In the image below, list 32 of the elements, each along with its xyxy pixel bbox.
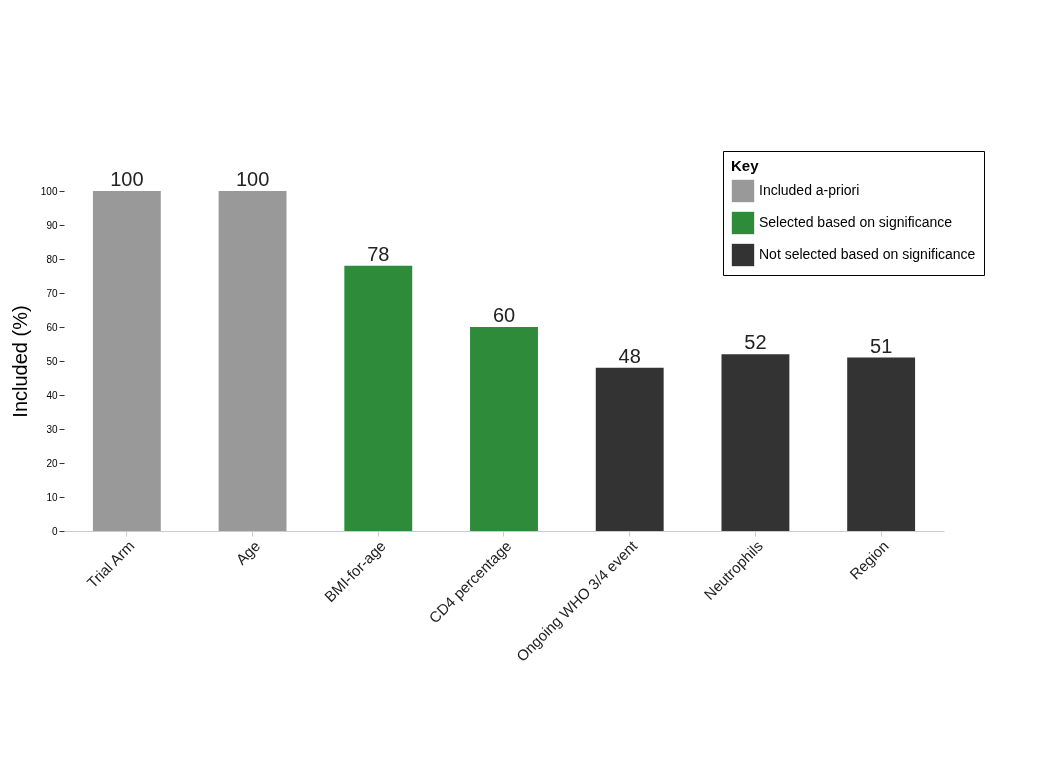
y-tick-label: 40: [46, 389, 58, 401]
y-tick-label: 0: [51, 525, 58, 537]
bar: [344, 265, 413, 531]
y-tick-label: 50: [46, 355, 58, 367]
y-tick-label: 80: [46, 253, 58, 265]
y-tick-label: 20: [46, 457, 58, 469]
bar: [721, 354, 790, 531]
y-tick-label: 30: [46, 423, 58, 435]
legend-label: Not selected based on significance: [759, 246, 976, 262]
bar: [92, 191, 161, 531]
legend-label: Selected based on significance: [759, 214, 953, 230]
y-tick-label: 100: [40, 185, 58, 197]
x-tick-label: Trial Arm: [83, 537, 138, 592]
data-label: 52: [744, 331, 767, 354]
bar: [218, 191, 287, 531]
data-label: 60: [492, 304, 516, 326]
data-label: 48: [618, 344, 641, 367]
data-label: 51: [870, 334, 893, 357]
data-label: 78: [367, 242, 390, 265]
y-tick-label: 90: [46, 219, 58, 231]
data-label: 100: [110, 168, 144, 190]
legend-title: Key: [731, 157, 760, 174]
y-tick-label: 10: [46, 491, 58, 503]
data-label: 100: [235, 168, 270, 190]
bar: [847, 357, 916, 531]
y-tick-label: 60: [46, 321, 58, 333]
bar: [470, 327, 538, 531]
bar: [595, 367, 664, 531]
x-tick-label: Age: [232, 537, 264, 568]
legend-label: Included a-priori: [759, 182, 860, 198]
y-axis-title: Included (%): [8, 305, 31, 418]
y-tick-label: 70: [46, 287, 58, 299]
